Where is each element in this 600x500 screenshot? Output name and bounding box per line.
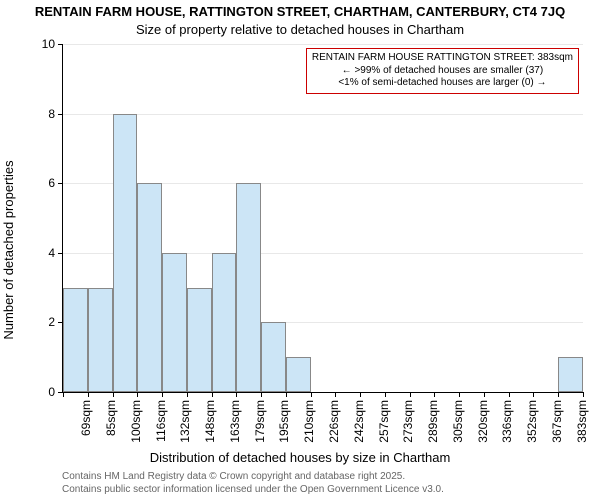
x-tick-label: 100sqm — [129, 400, 143, 443]
x-tick-label: 289sqm — [426, 400, 440, 443]
y-tick-label: 2 — [48, 315, 55, 329]
attribution-line: Contains public sector information licen… — [62, 484, 444, 497]
x-tick-mark — [558, 392, 559, 397]
x-tick-mark — [410, 392, 411, 397]
x-tick-label: 320sqm — [476, 400, 490, 443]
annotation-box: RENTAIN FARM HOUSE RATTINGTON STREET: 38… — [306, 48, 579, 94]
x-tick-label: 163sqm — [228, 400, 242, 443]
x-tick-mark — [459, 392, 460, 397]
histogram-bar — [558, 357, 583, 392]
x-tick-mark — [385, 392, 386, 397]
x-tick-mark — [533, 392, 534, 397]
x-tick-label: 210sqm — [302, 400, 316, 443]
gridline — [63, 44, 583, 45]
x-tick-mark — [509, 392, 510, 397]
histogram-bar — [286, 357, 311, 392]
x-tick-mark — [88, 392, 89, 397]
x-tick-mark — [261, 392, 262, 397]
x-tick-label: 242sqm — [352, 400, 366, 443]
y-tick-mark — [58, 253, 63, 254]
y-tick-label: 10 — [42, 37, 55, 51]
histogram-bar — [137, 183, 162, 392]
x-tick-mark — [236, 392, 237, 397]
x-tick-label: 336sqm — [500, 400, 514, 443]
x-tick-mark — [113, 392, 114, 397]
x-tick-label: 226sqm — [327, 400, 341, 443]
histogram-bar — [236, 183, 261, 392]
x-tick-label: 179sqm — [253, 400, 267, 443]
x-tick-mark — [484, 392, 485, 397]
x-tick-label: 257sqm — [377, 400, 391, 443]
x-tick-mark — [63, 392, 64, 397]
x-tick-mark — [187, 392, 188, 397]
y-tick-label: 4 — [48, 246, 55, 260]
x-tick-label: 305sqm — [451, 400, 465, 443]
x-tick-mark — [335, 392, 336, 397]
x-tick-mark — [360, 392, 361, 397]
histogram-bar — [63, 288, 88, 392]
y-tick-mark — [58, 183, 63, 184]
histogram-bar — [88, 288, 113, 392]
x-tick-label: 352sqm — [525, 400, 539, 443]
histogram-bar — [261, 322, 286, 392]
x-tick-label: 69sqm — [79, 400, 93, 436]
y-tick-label: 0 — [48, 385, 55, 399]
x-tick-mark — [583, 392, 584, 397]
histogram-bar — [162, 253, 187, 392]
x-axis-label: Distribution of detached houses by size … — [0, 450, 600, 465]
x-tick-label: 273sqm — [401, 400, 415, 443]
x-tick-mark — [286, 392, 287, 397]
chart-container: RENTAIN FARM HOUSE, RATTINGTON STREET, C… — [0, 0, 600, 500]
annotation-line: <1% of semi-detached houses are larger (… — [312, 77, 573, 90]
x-tick-label: 85sqm — [104, 400, 118, 436]
x-tick-mark — [434, 392, 435, 397]
y-tick-mark — [58, 114, 63, 115]
x-tick-mark — [137, 392, 138, 397]
y-tick-label: 8 — [48, 107, 55, 121]
x-tick-label: 195sqm — [277, 400, 291, 443]
x-tick-mark — [212, 392, 213, 397]
histogram-bar — [212, 253, 237, 392]
x-tick-label: 367sqm — [550, 400, 564, 443]
attribution-text: Contains HM Land Registry data © Crown c… — [62, 471, 444, 496]
annotation-line: RENTAIN FARM HOUSE RATTINGTON STREET: 38… — [312, 52, 573, 65]
histogram-bar — [113, 114, 138, 392]
plot-area: RENTAIN FARM HOUSE RATTINGTON STREET: 38… — [62, 44, 583, 393]
attribution-line: Contains HM Land Registry data © Crown c… — [62, 471, 444, 484]
y-axis-label: Number of detached properties — [1, 160, 16, 339]
annotation-line: ← >99% of detached houses are smaller (3… — [312, 65, 573, 78]
x-tick-label: 116sqm — [154, 400, 168, 442]
x-tick-label: 132sqm — [178, 400, 192, 443]
x-tick-label: 383sqm — [575, 400, 589, 443]
x-tick-mark — [162, 392, 163, 397]
y-tick-label: 6 — [48, 176, 55, 190]
x-tick-mark — [311, 392, 312, 397]
chart-title: RENTAIN FARM HOUSE, RATTINGTON STREET, C… — [0, 4, 600, 19]
x-tick-label: 148sqm — [203, 400, 217, 443]
y-tick-mark — [58, 44, 63, 45]
chart-subtitle: Size of property relative to detached ho… — [0, 22, 600, 37]
gridline — [63, 114, 583, 115]
histogram-bar — [187, 288, 212, 392]
